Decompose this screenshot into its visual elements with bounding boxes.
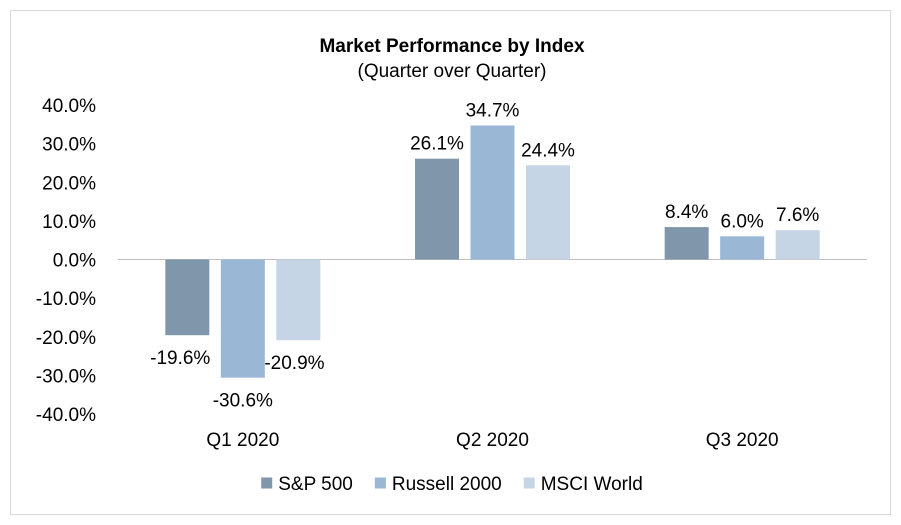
data-label: 6.0% (721, 211, 764, 232)
bar (220, 259, 265, 378)
legend-label: S&P 500 (278, 474, 353, 495)
bar (276, 259, 321, 341)
legend-swatch (374, 477, 386, 489)
category-label: Q2 2020 (456, 430, 529, 451)
bar (470, 125, 515, 260)
y-tick-label: 30.0% (42, 135, 96, 156)
bar (415, 158, 459, 260)
data-label: 26.1% (410, 134, 464, 155)
bar (526, 165, 570, 260)
data-label: 24.4% (521, 140, 575, 161)
category-label: Q1 2020 (206, 430, 279, 451)
data-label: 7.6% (776, 205, 819, 226)
y-tick-label: 0.0% (53, 251, 96, 272)
chart-subtitle: (Quarter over Quarter) (358, 61, 547, 82)
bar (664, 227, 709, 260)
bar (165, 259, 210, 336)
legend-label: MSCI World (541, 474, 643, 495)
category-label: Q3 2020 (706, 430, 779, 451)
y-tick-label: -40.0% (36, 405, 96, 426)
data-label: -19.6% (150, 348, 210, 369)
legend-swatch (261, 477, 273, 489)
chart-title: Market Performance by Index (319, 36, 584, 57)
y-tick-label: 20.0% (42, 173, 96, 194)
y-tick-label: -20.0% (36, 328, 96, 349)
y-tick-label: -30.0% (36, 366, 96, 387)
bar (720, 236, 765, 260)
data-label: 34.7% (466, 100, 520, 121)
y-tick-label: 40.0% (42, 96, 96, 117)
y-tick-label: 10.0% (42, 212, 96, 233)
data-label: 8.4% (665, 202, 708, 223)
bar (775, 230, 820, 260)
y-tick-label: -10.0% (36, 289, 96, 310)
chart-frame (10, 10, 891, 515)
data-label: -30.6% (213, 391, 273, 412)
data-label: -20.9% (264, 353, 324, 374)
legend-swatch (523, 477, 535, 489)
legend-label: Russell 2000 (392, 474, 502, 495)
